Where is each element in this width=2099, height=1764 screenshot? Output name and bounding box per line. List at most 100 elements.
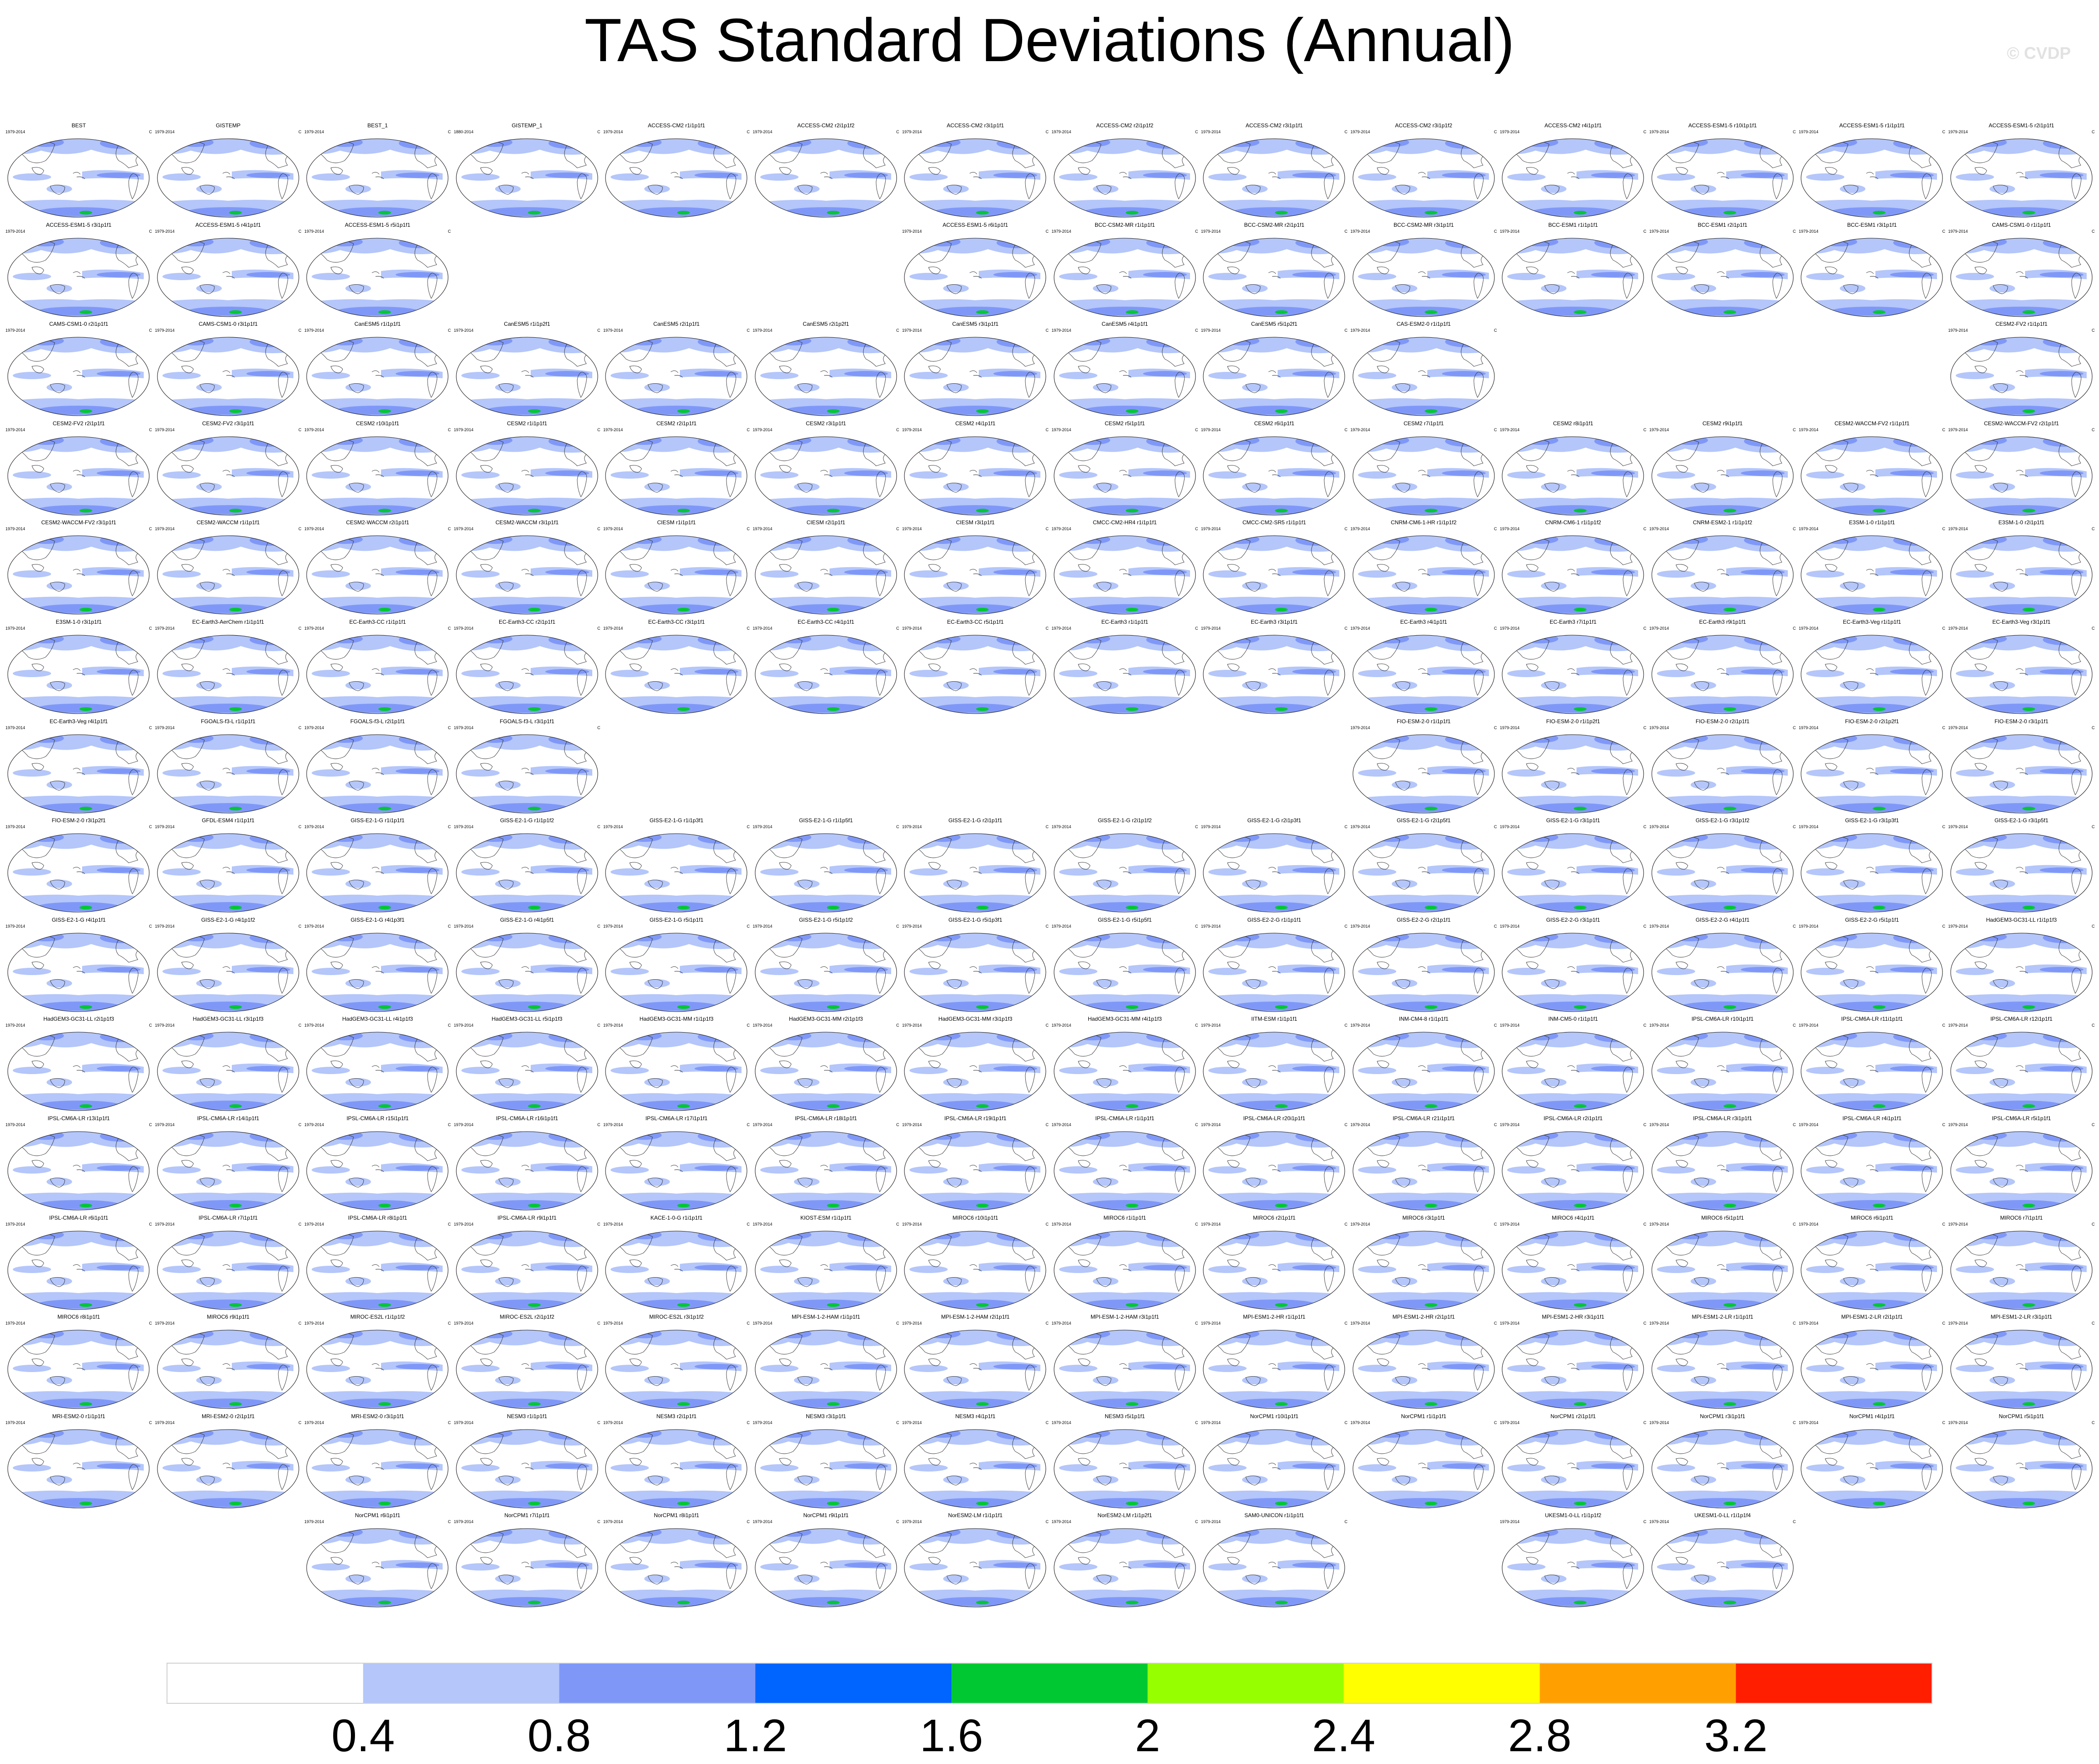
panel-title: BCC-ESM1 r2i1p1f1 — [1697, 221, 1748, 228]
robinson-map — [1651, 1429, 1794, 1508]
map-panel: CAMS-CSM1-0 r3i1p1f1 1979-2014 C — [154, 321, 303, 418]
panel-title: CESM2 r8i1p1f1 — [1553, 420, 1593, 427]
panel-years: 1979-2014 — [1948, 626, 1968, 631]
panel-unit: C — [1344, 130, 1348, 134]
panel-unit: C — [1045, 1122, 1049, 1127]
robinson-map — [605, 1330, 747, 1409]
panel-years: 1979-2014 — [5, 527, 26, 532]
panel-unit: C — [2092, 1221, 2095, 1226]
map-panel: IPSL-CM6A-LR r2i1p1f1 1979-2014 C — [1499, 1115, 1647, 1213]
robinson-map — [1203, 1231, 1345, 1310]
robinson-map — [306, 436, 449, 516]
map-panel: MIROC6 r6i1p1f1 1979-2014 C — [1798, 1215, 1946, 1312]
map-panel: GISS-E2-1-G r3i1p5f1 1979-2014 C — [1948, 817, 2096, 915]
map-panel: KIOST-ESM r1i1p1f1 1979-2014 C — [752, 1215, 900, 1312]
panel-years: 1979-2014 — [155, 1122, 175, 1127]
panel-unit: C — [149, 328, 152, 333]
panel-title: CNRM-CM6-1 r1i1p1f2 — [1545, 519, 1601, 526]
panel-years: 1979-2014 — [1201, 1023, 1221, 1028]
robinson-map — [306, 734, 449, 814]
panel-years: 1979-2014 — [1201, 626, 1221, 631]
map-panel: CESM2-WACCM r1i1p1f1 1979-2014 C — [154, 519, 303, 617]
robinson-map — [1651, 238, 1794, 317]
panel-unit: C — [896, 130, 899, 134]
robinson-map — [1053, 1131, 1196, 1211]
robinson-map — [1801, 1131, 1943, 1211]
panel-unit: C — [1045, 328, 1049, 333]
panel-years: 1979-2014 — [1649, 1420, 1669, 1425]
panel-title: GISS-E2-1-G r4i1p1f2 — [201, 916, 256, 923]
panel-years: 1979-2014 — [1201, 1122, 1221, 1127]
panel-title: EC-Earth3 r1i1p1f1 — [1101, 619, 1149, 625]
robinson-map — [455, 1131, 598, 1211]
map-panel: ACCESS-CM2 r3i1p1f2 1979-2014 C — [1350, 122, 1498, 220]
panel-years: 1979-2014 — [752, 924, 773, 929]
panel-title: EC-Earth3-Veg r1i1p1f1 — [1843, 619, 1901, 625]
robinson-map — [605, 1528, 747, 1607]
panel-unit: C — [1344, 626, 1348, 631]
panel-unit: C — [1643, 825, 1647, 830]
map-panel: GISS-E2-1-G r1i1p5f1 1979-2014 C — [752, 817, 900, 915]
panel-unit: C — [1045, 825, 1049, 830]
panel-title: IPSL-CM6A-LR r4i1p1f1 — [1842, 1115, 1902, 1122]
panel-unit: C — [1942, 427, 1946, 432]
map-panel: EC-Earth3-CC r5i1p1f1 1979-2014 C — [901, 619, 1050, 716]
panel-title: HadGEM3-GC31-LL r2i1p1f3 — [43, 1016, 114, 1023]
map-panel: GISS-E2-1-G r2i1p5f1 1979-2014 C — [1350, 817, 1498, 915]
robinson-map — [306, 1032, 449, 1111]
panel-unit: C — [1793, 229, 1796, 234]
panel-title: NorCPM1 r5i1p1f1 — [1999, 1413, 2044, 1420]
robinson-map — [1203, 833, 1345, 913]
robinson-map — [1352, 535, 1495, 615]
map-panel: ACCESS-ESM1-5 r10i1p1f1 1979-2014 C — [1649, 122, 1797, 220]
robinson-map — [1651, 1330, 1794, 1409]
panel-unit: C — [1643, 1321, 1647, 1326]
robinson-map — [1352, 1231, 1495, 1310]
robinson-map — [1950, 1231, 2093, 1310]
panel-title: EC-Earth3 r4i1p1f1 — [1400, 619, 1447, 625]
robinson-map — [455, 1231, 598, 1310]
robinson-map — [7, 1330, 150, 1409]
panel-unit: C — [149, 725, 152, 730]
robinson-map — [1352, 436, 1495, 516]
robinson-map — [1502, 535, 1644, 615]
panel-years: 1979-2014 — [752, 1221, 773, 1226]
map-panel: IPSL-CM6A-LR r6i1p1f1 1979-2014 C — [5, 1215, 153, 1312]
panel-title: BCC-ESM1 r3i1p1f1 — [1847, 221, 1897, 228]
panel-years: 1979-2014 — [752, 130, 773, 134]
map-panel: MPI-ESM1-2-HR r2i1p1f1 1979-2014 C — [1350, 1314, 1498, 1411]
panel-years: 1979-2014 — [1799, 527, 1819, 532]
panel-years: 1979-2014 — [1948, 1023, 1968, 1028]
panel-unit: C — [1793, 924, 1796, 929]
map-panel: NESM3 r2i1p1f1 1979-2014 C — [602, 1413, 751, 1511]
panel-title: CESM2-FV2 r2i1p1f1 — [52, 420, 105, 427]
map-panel: CAS-ESM2-0 r1i1p1f1 1979-2014 C — [1350, 321, 1498, 418]
robinson-map — [754, 933, 897, 1012]
panel-years: 1979-2014 — [1350, 130, 1370, 134]
panel-unit: C — [597, 1221, 600, 1226]
map-panel: EC-Earth3-CC r4i1p1f1 1979-2014 C — [752, 619, 900, 716]
panel-years: 1979-2014 — [1350, 229, 1370, 234]
map-panel: CESM2-WACCM-FV2 r3i1p1f1 1979-2014 C — [5, 519, 153, 617]
map-panel: CESM2-FV2 r3i1p1f1 1979-2014 C — [154, 420, 303, 518]
panel-unit: C — [896, 1122, 899, 1127]
panel-years: 1979-2014 — [155, 427, 175, 432]
panel-unit: C — [1643, 924, 1647, 929]
map-panel: GISTEMP_1 1880-2014 C — [453, 122, 601, 220]
panel-unit: C — [149, 924, 152, 929]
panel-title: MPI-ESM-1-2-HAM r3i1p1f1 — [1090, 1314, 1159, 1320]
robinson-map — [306, 1528, 449, 1607]
panel-years: 1979-2014 — [1649, 1122, 1669, 1127]
panel-title: IPSL-CM6A-LR r10i1p1f1 — [1691, 1016, 1754, 1023]
panel-years: 1979-2014 — [5, 1023, 26, 1028]
robinson-map — [1950, 337, 2093, 416]
robinson-map — [1950, 933, 2093, 1012]
panel-title: CMCC-CM2-HR4 r1i1p1f1 — [1092, 519, 1157, 526]
panel-unit: C — [448, 1023, 451, 1028]
robinson-map — [904, 1131, 1046, 1211]
panel-unit: C — [1494, 1221, 1497, 1226]
robinson-map — [754, 1429, 897, 1508]
panel-years: 1979-2014 — [5, 1221, 26, 1226]
robinson-map — [754, 535, 897, 615]
